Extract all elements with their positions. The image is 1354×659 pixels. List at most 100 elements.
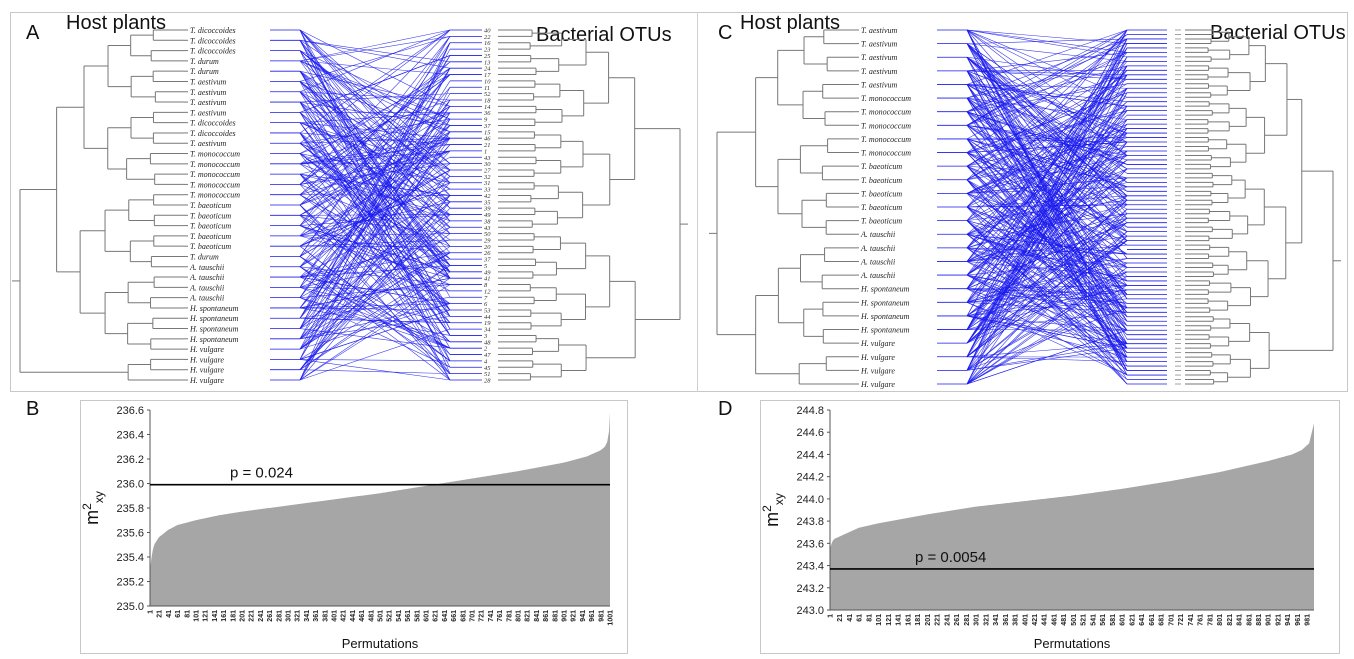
- association-link: [966, 209, 1128, 385]
- host-label: H. spontaneum: [189, 314, 239, 323]
- x-tick-label: 881: [552, 610, 559, 622]
- x-tick-label: 521: [1081, 614, 1088, 626]
- x-tick-label: 821: [525, 610, 532, 622]
- x-tick-label: 681: [460, 610, 467, 622]
- association-link: [299, 39, 451, 69]
- association-link: [966, 47, 1128, 371]
- otu-label: 43: [484, 225, 491, 232]
- x-tick-label: 861: [543, 610, 550, 622]
- association-link: [299, 144, 451, 165]
- association-link: [966, 74, 1128, 385]
- host-label: H. spontaneum: [189, 304, 239, 313]
- association-link: [299, 201, 451, 237]
- association-link: [299, 112, 451, 206]
- host-label: A. tauschii: [189, 294, 224, 303]
- association-link: [966, 186, 1128, 194]
- permutation-chart-d: 243.0 243.2 243.4 243.6 243.8 244.0 244.2 244.4…: [760, 400, 1340, 654]
- association-link: [299, 29, 451, 144]
- association-link: [966, 302, 1128, 376]
- association-link: [299, 60, 451, 120]
- otu-label: 42: [484, 193, 491, 200]
- x-tick-label: 221: [935, 614, 942, 626]
- association-link: [966, 29, 1128, 138]
- x-tick-label: 461: [359, 610, 366, 622]
- x-tick-label: 201: [240, 610, 247, 622]
- association-link: [966, 128, 1128, 303]
- association-link: [299, 68, 451, 298]
- association-link: [299, 61, 451, 185]
- otu-label: 22: [484, 34, 491, 41]
- association-link: [299, 173, 451, 374]
- host-label: T. aestivum: [861, 40, 898, 49]
- host-label: T. monococcum: [861, 135, 911, 144]
- x-tick-label: 501: [378, 610, 385, 622]
- x-tick-label: 161: [905, 614, 912, 626]
- host-label: T. baeoticum: [190, 201, 231, 210]
- otu-labels-a: 4022162325132417101152181436937154621143…: [483, 28, 491, 385]
- host-label: T. dicoccoides: [190, 36, 236, 45]
- association-link: [966, 38, 1128, 153]
- x-tick-label: 741: [488, 610, 495, 622]
- x-tick-label: 401: [332, 610, 339, 622]
- x-tick-label: 661: [451, 610, 458, 622]
- association-link: [299, 29, 451, 134]
- y-tick-label: 243.4: [796, 561, 824, 573]
- x-tick-label: 321: [983, 614, 990, 626]
- association-link: [299, 214, 451, 234]
- x-tick-label: 421: [341, 610, 348, 622]
- host-label: T. monococcum: [861, 121, 911, 130]
- otu-label: 46: [484, 136, 491, 143]
- association-link: [966, 70, 1128, 129]
- x-tick-label: 601: [424, 610, 431, 622]
- association-link: [299, 101, 451, 203]
- association-link: [966, 97, 1128, 295]
- host-label: T. monococcum: [190, 160, 240, 169]
- otu-label: 38: [483, 218, 491, 225]
- host-label: A. tauschii: [189, 263, 224, 272]
- x-tick-label: 101: [876, 614, 883, 626]
- host-label: T. durum: [190, 67, 219, 76]
- association-link: [299, 131, 451, 216]
- host-label: T. dicoccoides: [190, 47, 236, 56]
- otu-label: 15: [484, 129, 491, 136]
- association-link: [966, 29, 1128, 44]
- host-label: H. vulgare: [189, 376, 224, 385]
- otu-dendrogram-a: [498, 29, 688, 381]
- association-link: [966, 43, 1128, 300]
- x-tick-label: 101: [194, 610, 201, 622]
- association-link: [966, 74, 1128, 167]
- association-link: [299, 112, 451, 360]
- association-link: [966, 83, 1128, 112]
- association-link: [966, 29, 1128, 371]
- otu-label: 19: [484, 320, 491, 327]
- association-link: [299, 81, 451, 190]
- association-link: [966, 231, 1128, 385]
- x-tick-label: 841: [1237, 614, 1244, 626]
- top-panels-frame: [10, 12, 1348, 392]
- association-link: [966, 138, 1128, 353]
- association-link: [299, 81, 451, 203]
- x-tick-label: 41: [166, 610, 173, 618]
- association-link: [299, 246, 451, 350]
- association-link: [966, 29, 1128, 126]
- host-label: A. tauschii: [860, 257, 895, 266]
- otu-label: 37: [483, 123, 491, 130]
- association-link: [299, 220, 451, 350]
- otu-label: 53: [484, 308, 491, 315]
- x-tick-label: 881: [1256, 614, 1263, 626]
- host-label: T. baeoticum: [861, 217, 902, 226]
- association-link: [299, 40, 451, 279]
- association-link: [299, 99, 451, 360]
- x-tick-label: 61: [175, 610, 182, 618]
- association-link: [299, 201, 451, 381]
- panel-a-otu-title: Bacterial OTUs: [536, 24, 672, 46]
- x-tick-label: 141: [896, 614, 903, 626]
- association-link: [299, 106, 451, 195]
- association-link: [966, 119, 1128, 194]
- association-link: [299, 233, 451, 350]
- association-link: [966, 52, 1128, 72]
- x-axis-label: Permutations: [342, 636, 419, 651]
- association-link: [299, 137, 451, 278]
- association-link: [299, 42, 451, 360]
- x-tick-label: 901: [562, 610, 569, 622]
